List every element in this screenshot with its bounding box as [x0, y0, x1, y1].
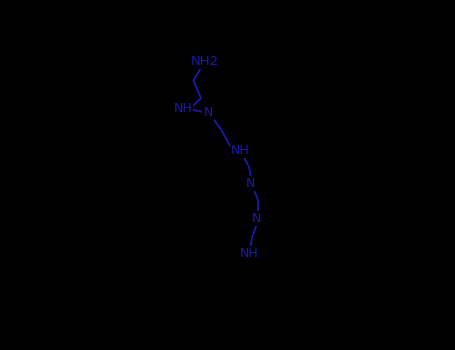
Text: N: N [203, 106, 212, 119]
Text: NH: NH [240, 247, 258, 260]
Text: NH2: NH2 [191, 55, 219, 68]
Text: N: N [246, 177, 255, 190]
Text: NH: NH [174, 102, 192, 115]
Text: N: N [252, 212, 262, 225]
Text: NH: NH [231, 144, 250, 157]
